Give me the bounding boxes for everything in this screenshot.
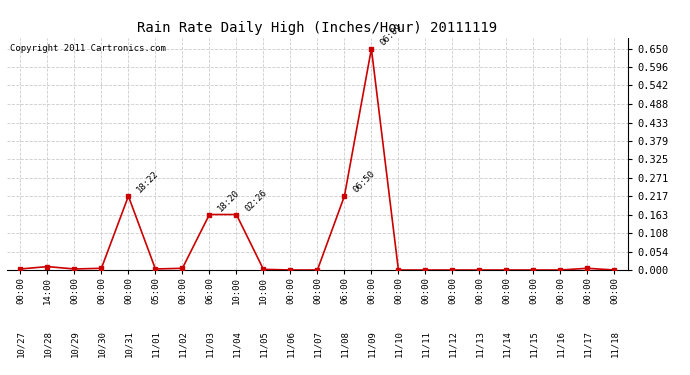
Title: Rain Rate Daily High (Inches/Hour) 20111119: Rain Rate Daily High (Inches/Hour) 20111…: [137, 21, 497, 35]
Text: 05:00: 05:00: [151, 278, 160, 304]
Text: 00:00: 00:00: [610, 278, 619, 304]
Text: 10/29: 10/29: [70, 330, 79, 357]
Text: 11/08: 11/08: [340, 330, 349, 357]
Text: 00:00: 00:00: [97, 278, 106, 304]
Text: 11/04: 11/04: [232, 330, 241, 357]
Text: 10/28: 10/28: [43, 330, 52, 357]
Text: 06:50: 06:50: [351, 170, 377, 195]
Text: 00:00: 00:00: [475, 278, 484, 304]
Text: 00:00: 00:00: [367, 278, 376, 304]
Text: 06:00: 06:00: [205, 278, 214, 304]
Text: 11/17: 11/17: [583, 330, 592, 357]
Text: 11/16: 11/16: [556, 330, 565, 357]
Text: 02:26: 02:26: [244, 188, 268, 213]
Text: 00:00: 00:00: [178, 278, 187, 304]
Text: 11/18: 11/18: [610, 330, 619, 357]
Text: 11/01: 11/01: [151, 330, 160, 357]
Text: 00:00: 00:00: [529, 278, 538, 304]
Text: 00:00: 00:00: [583, 278, 592, 304]
Text: 11/11: 11/11: [421, 330, 430, 357]
Text: 00:00: 00:00: [394, 278, 403, 304]
Text: 00:00: 00:00: [421, 278, 430, 304]
Text: 11/13: 11/13: [475, 330, 484, 357]
Text: 00:00: 00:00: [124, 278, 133, 304]
Text: 00:00: 00:00: [556, 278, 565, 304]
Text: 11/12: 11/12: [448, 330, 457, 357]
Text: 00:00: 00:00: [70, 278, 79, 304]
Text: 11/03: 11/03: [205, 330, 214, 357]
Text: 11/02: 11/02: [178, 330, 187, 357]
Text: 06:09: 06:09: [378, 22, 404, 47]
Text: 06:00: 06:00: [340, 278, 349, 304]
Text: 11/10: 11/10: [394, 330, 403, 357]
Text: 11/05: 11/05: [259, 330, 268, 357]
Text: 00:00: 00:00: [286, 278, 295, 304]
Text: 10/27: 10/27: [16, 330, 25, 357]
Text: 18:20: 18:20: [217, 188, 241, 213]
Text: 10:00: 10:00: [232, 278, 241, 304]
Text: 11/15: 11/15: [529, 330, 538, 357]
Text: 11/14: 11/14: [502, 330, 511, 357]
Text: 00:00: 00:00: [313, 278, 322, 304]
Text: 11/06: 11/06: [286, 330, 295, 357]
Text: 00:00: 00:00: [16, 278, 25, 304]
Text: 10/30: 10/30: [97, 330, 106, 357]
Text: 00:00: 00:00: [502, 278, 511, 304]
Text: 10:00: 10:00: [259, 278, 268, 304]
Text: 00:00: 00:00: [448, 278, 457, 304]
Text: Copyright 2011 Cartronics.com: Copyright 2011 Cartronics.com: [10, 45, 166, 54]
Text: 14:00: 14:00: [43, 278, 52, 304]
Text: 11/09: 11/09: [367, 330, 376, 357]
Text: 10/31: 10/31: [124, 330, 133, 357]
Text: 11/07: 11/07: [313, 330, 322, 357]
Text: 18:22: 18:22: [135, 170, 161, 195]
